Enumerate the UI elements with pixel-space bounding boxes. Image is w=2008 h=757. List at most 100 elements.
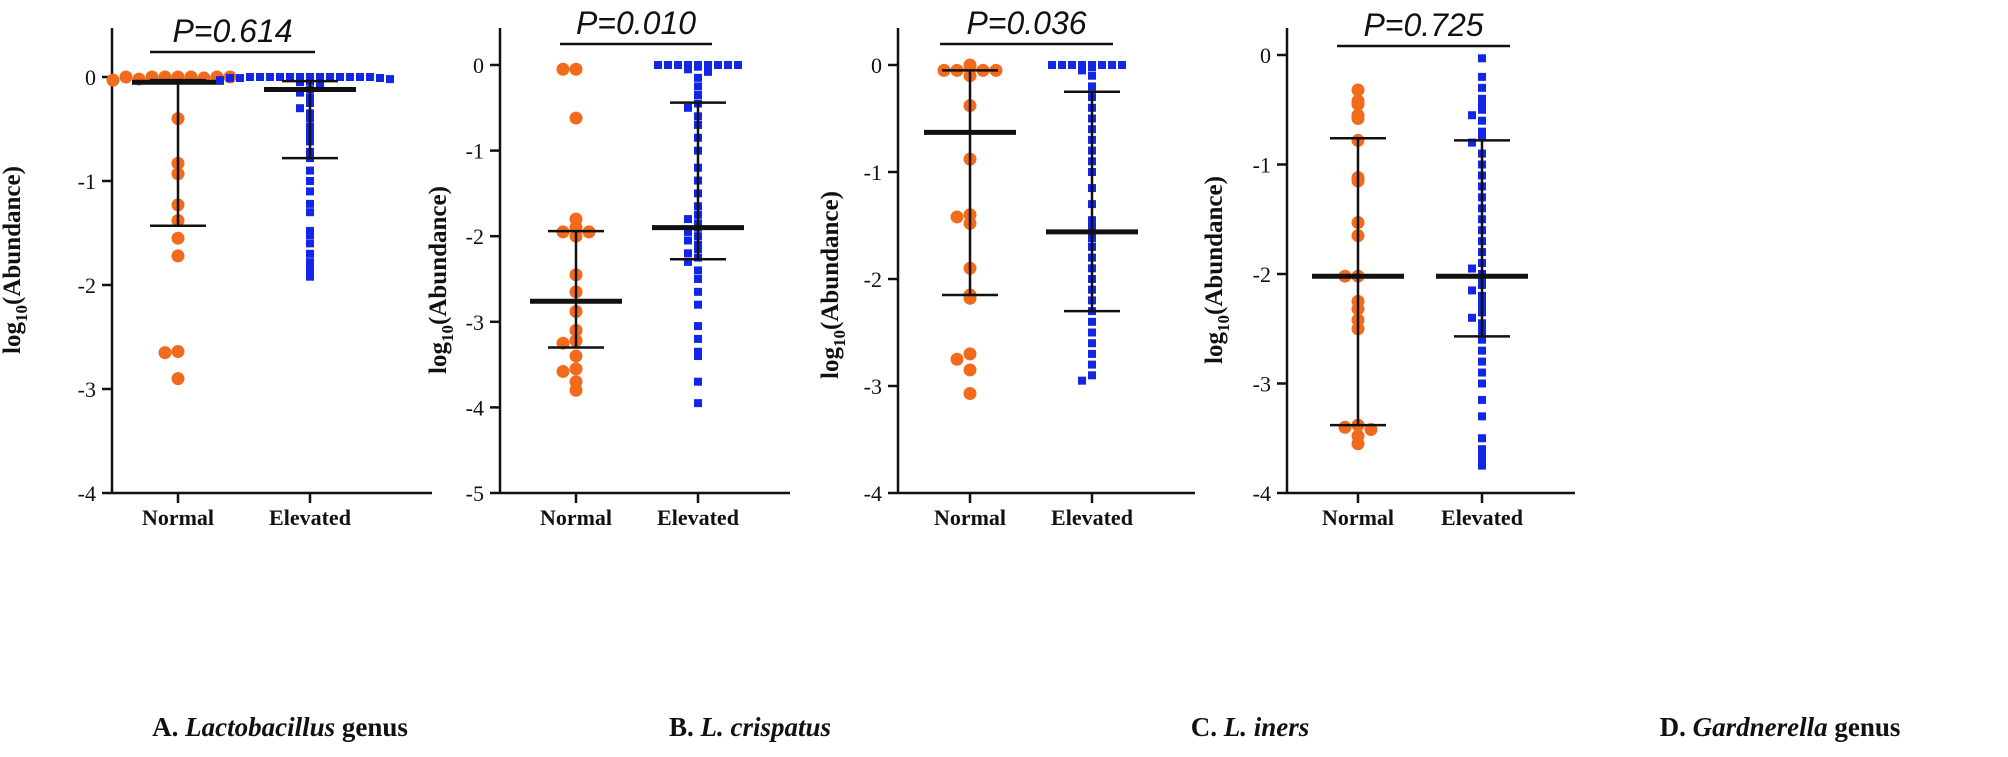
data-point (1468, 286, 1476, 294)
data-point (306, 177, 314, 185)
x-category-label: Normal (142, 505, 214, 530)
data-point (376, 74, 384, 82)
data-point (306, 208, 314, 216)
p-value-label: P=0.725 (1363, 7, 1483, 43)
data-point (1078, 377, 1086, 385)
data-point (159, 346, 172, 359)
y-axis-label: log10(Abundance) (1201, 176, 1233, 364)
panel-letter: D. (1660, 712, 1686, 742)
data-point (306, 200, 314, 208)
data-point (306, 231, 314, 239)
data-point (316, 73, 324, 81)
data-point (1339, 421, 1352, 434)
data-point (172, 249, 185, 262)
panel-title-italic: L. iners (1224, 712, 1310, 742)
data-point (674, 61, 682, 69)
chart-panel-a: -4-3-2-10Normal Elevatedlog10(Abundance)P… (0, 13, 432, 530)
y-tick-label: -2 (1253, 262, 1271, 287)
series-elevated (1046, 61, 1138, 385)
data-point (346, 73, 354, 81)
data-point (1478, 358, 1486, 366)
y-tick-label: -5 (466, 481, 484, 506)
panel-caption-b: B. L. crispatus (600, 712, 900, 743)
data-point (1478, 396, 1486, 404)
series-normal (530, 63, 622, 397)
data-point (694, 74, 702, 82)
y-tick-label: -3 (78, 377, 96, 402)
y-axis-label: log10(Abundance) (425, 186, 457, 374)
data-point (366, 73, 374, 81)
data-point (694, 335, 702, 343)
y-axis-label: log10(Abundance) (817, 191, 849, 379)
data-point (356, 73, 364, 81)
data-point (1088, 371, 1096, 379)
data-point (684, 215, 692, 223)
panel-caption-c: C. L. iners (1100, 712, 1400, 743)
data-point (951, 210, 964, 223)
y-tick-label: -4 (466, 395, 484, 420)
data-point (1088, 82, 1096, 90)
x-category-label: Normal (934, 505, 1006, 530)
data-point (1098, 61, 1106, 69)
panel-caption-a: A. Lactobacillus genus (80, 712, 480, 743)
data-point (1478, 106, 1486, 114)
series-normal (1312, 84, 1404, 451)
data-point (654, 61, 662, 69)
data-point (1478, 451, 1486, 459)
y-tick-label: -2 (466, 224, 484, 249)
data-point (664, 61, 672, 69)
data-point (326, 73, 334, 81)
data-point (684, 104, 692, 112)
data-point (172, 345, 185, 358)
data-point (306, 273, 314, 281)
data-point (296, 104, 304, 112)
series-elevated (1436, 54, 1528, 469)
data-point (1478, 412, 1486, 420)
y-tick-label: -2 (864, 267, 882, 292)
y-axis-label: log10(Abundance) (0, 166, 31, 354)
data-point (1478, 347, 1486, 355)
data-point (1478, 462, 1486, 470)
data-point (570, 63, 583, 76)
data-point (951, 353, 964, 366)
x-category-label: Elevated (1441, 505, 1523, 530)
data-point (226, 74, 234, 82)
data-point (336, 73, 344, 81)
data-point (306, 258, 314, 266)
data-point (724, 61, 732, 69)
data-point (734, 61, 742, 69)
y-tick-label: -2 (78, 273, 96, 298)
data-point (1468, 314, 1476, 322)
data-point (964, 347, 977, 360)
panel-title-suffix: genus (1828, 712, 1901, 742)
data-point (694, 266, 702, 274)
y-tick-label: 0 (1260, 43, 1271, 68)
data-point (306, 250, 314, 258)
data-point (704, 68, 712, 76)
data-point (684, 249, 692, 257)
data-point (276, 73, 284, 81)
x-category-label: Normal (540, 505, 612, 530)
y-tick-label: -4 (1253, 481, 1271, 506)
data-point (694, 82, 702, 90)
data-point (694, 275, 702, 283)
x-category-label: Normal (1322, 505, 1394, 530)
data-point (704, 61, 712, 69)
data-point (1478, 73, 1486, 81)
series-elevated (216, 73, 394, 281)
y-tick-label: -1 (78, 169, 96, 194)
x-category-label: Elevated (657, 505, 739, 530)
data-point (236, 74, 244, 82)
data-point (216, 76, 224, 84)
data-point (964, 387, 977, 400)
data-point (694, 322, 702, 330)
data-point (570, 384, 583, 397)
y-tick-label: 0 (473, 53, 484, 78)
data-point (1478, 84, 1486, 92)
chart-panel-c: -4-3-2-10Normal Elevatedlog10(Abundance)P… (817, 5, 1195, 530)
data-point (694, 301, 702, 309)
chart-panel-b: -5-4-3-2-10Normal Elevatedlog10(Abundance… (425, 5, 790, 530)
y-tick-label: 0 (85, 65, 96, 90)
y-tick-label: -1 (864, 160, 882, 185)
data-point (172, 372, 185, 385)
